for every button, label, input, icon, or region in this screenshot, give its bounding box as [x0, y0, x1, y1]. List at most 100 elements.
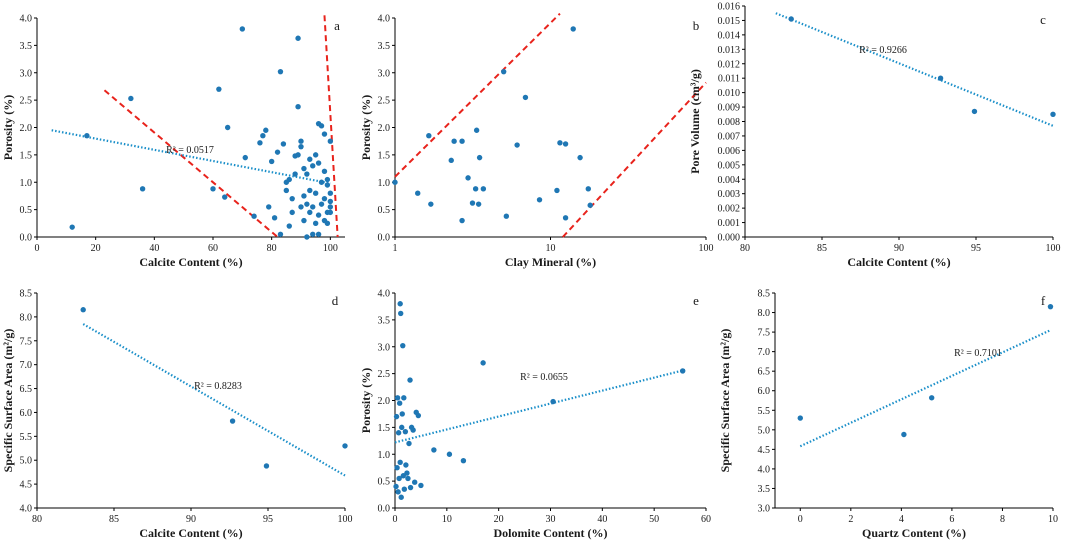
y-tick-label: 0.008	[718, 117, 741, 128]
data-point	[397, 301, 403, 307]
y-tick-label: 0.0	[378, 233, 391, 244]
data-point	[476, 154, 483, 161]
panel-d: 80 85 90 95 100 4.0 4.5 5.0 5.5 6.0 6.5 7.0 7.5 8.0 8.…	[1, 289, 353, 541]
data-point	[400, 342, 406, 349]
data-point	[222, 194, 228, 200]
data-point	[295, 152, 301, 158]
data-point	[679, 368, 686, 374]
data-point	[1047, 303, 1054, 310]
x-tick-label: 80	[32, 514, 42, 525]
panel-c: 80 85 90 95 100 0.000 0.001 0.002 0.003 0.004 0.00…	[688, 2, 1061, 270]
data-point	[797, 415, 803, 421]
data-point	[403, 462, 409, 468]
y-axis-title: Specific Surface Area (m²/g)	[718, 329, 732, 473]
data-point	[295, 35, 301, 41]
data-point	[402, 428, 409, 435]
data-point	[304, 201, 310, 207]
y-tick-label: 0.005	[718, 160, 741, 171]
data-point	[415, 412, 422, 419]
data-point	[937, 75, 944, 81]
data-point	[286, 176, 292, 183]
data-point	[251, 213, 257, 219]
y-tick-label: 1.5	[378, 423, 391, 434]
y-tick-label: 2.5	[378, 96, 391, 107]
x-tick-label: 95	[971, 243, 981, 254]
y-tick-label: 8.5	[758, 289, 771, 300]
panel-f: 0 2 4 6 8 10 3.0 3.5 4.0 4.5 5.0 5.5 6.0 6.5 7.0 7.5 8.0…	[718, 289, 1058, 541]
x-tick-label: 0	[35, 243, 40, 254]
y-axis-title: Specific Surface Area (m²/g)	[1, 329, 15, 473]
data-point	[307, 187, 313, 194]
y-tick-label: 7.5	[758, 328, 771, 339]
data-point	[327, 204, 334, 210]
y-tick-label: 0.010	[718, 88, 741, 99]
boundary-line	[323, 15, 339, 238]
data-point	[473, 127, 480, 133]
data-point	[536, 197, 543, 203]
y-tick-label: 3.0	[378, 68, 391, 79]
data-point	[310, 204, 316, 210]
y-tick-label: 3.5	[378, 315, 391, 326]
y-axis-title: Porosity (%)	[1, 95, 15, 160]
data-point	[397, 459, 403, 466]
y-tick-label: 1.0	[20, 178, 33, 189]
y-tick-label: 3.5	[378, 41, 391, 52]
x-tick-label: 80	[267, 243, 277, 254]
data-point	[426, 133, 432, 139]
data-point	[289, 209, 295, 216]
data-point	[399, 424, 405, 431]
data-point	[406, 440, 412, 447]
data-point	[263, 463, 270, 469]
data-point	[327, 209, 334, 216]
data-point	[289, 195, 295, 202]
r-squared-label: R² = 0.8283	[194, 381, 242, 392]
y-tick-label: 0.012	[718, 59, 741, 70]
y-tick-label: 0.003	[718, 189, 741, 200]
data-point	[514, 142, 520, 148]
x-tick-label: 30	[546, 514, 556, 525]
x-tick-label: 100	[338, 514, 353, 525]
r-squared-label: R² = 0.0655	[520, 372, 568, 383]
y-tick-label: 2.0	[378, 396, 391, 407]
data-point	[407, 484, 414, 491]
data-point	[469, 200, 476, 206]
y-tick-label: 2.0	[378, 123, 391, 134]
y-tick-label: 1.0	[378, 450, 391, 461]
x-tick-label: 10	[442, 514, 452, 525]
data-point	[394, 464, 400, 471]
data-point	[283, 187, 290, 194]
data-point	[431, 447, 437, 453]
y-tick-label: 0.002	[718, 204, 741, 215]
data-point	[321, 168, 328, 174]
y-tick-label: 3.5	[20, 41, 33, 52]
data-point	[396, 475, 402, 482]
x-tick-label: 100	[1046, 243, 1061, 254]
data-point	[321, 195, 328, 202]
y-axis-title: Porosity (%)	[359, 95, 373, 160]
data-point	[318, 201, 325, 207]
y-axis-title: Porosity (%)	[359, 368, 373, 433]
y-tick-label: 1.5	[378, 150, 391, 161]
x-tick-label: 6	[949, 514, 954, 525]
x-tick-label: 20	[494, 514, 504, 525]
y-tick-label: 7.0	[20, 360, 33, 371]
y-tick-label: 3.5	[758, 484, 771, 495]
data-point	[398, 310, 404, 317]
data-point	[407, 377, 413, 383]
y-tick-label: 0.014	[718, 30, 741, 41]
trend-line	[51, 129, 331, 185]
data-point	[459, 138, 465, 144]
trend-line	[82, 323, 346, 477]
data-point	[257, 140, 263, 146]
data-point	[318, 179, 325, 185]
y-tick-label: 0.015	[718, 16, 741, 27]
data-point	[324, 176, 331, 183]
x-tick-label: 0	[798, 514, 803, 525]
data-point	[393, 483, 399, 490]
data-point	[216, 86, 222, 92]
data-point	[310, 231, 316, 237]
x-tick-label: 90	[186, 514, 196, 525]
y-tick-label: 0.0	[20, 233, 33, 244]
data-point	[475, 201, 482, 207]
y-tick-label: 2.5	[20, 96, 33, 107]
